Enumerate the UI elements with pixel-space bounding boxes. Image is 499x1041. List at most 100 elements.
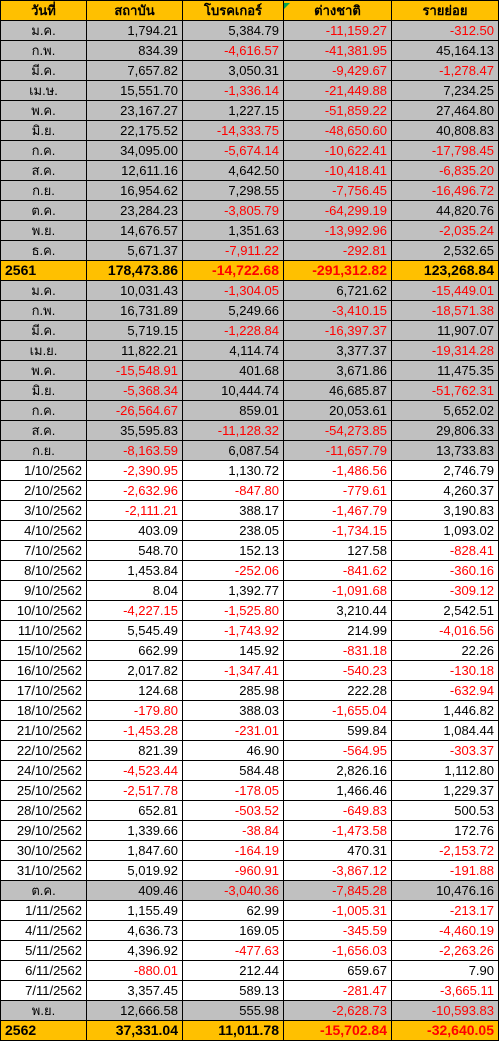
foreign-value-cell[interactable]: -54,273.85 — [283, 420, 392, 441]
date-cell[interactable]: 7/10/2562 — [0, 540, 87, 561]
institution-value-cell[interactable]: 23,167.27 — [86, 100, 183, 121]
month-label-cell[interactable]: พ.ค. — [0, 100, 87, 121]
foreign-value-cell[interactable]: -64,299.19 — [283, 200, 392, 221]
month-label-cell[interactable]: ก.ค. — [0, 140, 87, 161]
broker-value-cell[interactable]: -847.80 — [182, 480, 284, 501]
foreign-value-cell[interactable]: -1,467.79 — [283, 500, 392, 521]
institution-value-cell[interactable]: 403.09 — [86, 520, 183, 541]
foreign-value-cell[interactable]: -7,845.28 — [283, 880, 392, 901]
institution-value-cell[interactable]: 5,019.92 — [86, 860, 183, 881]
retail-value-cell[interactable]: 7,234.25 — [391, 80, 499, 101]
retail-value-cell[interactable]: -15,449.01 — [391, 280, 499, 301]
broker-value-cell[interactable]: 4,114.74 — [182, 340, 284, 361]
date-cell[interactable]: 1/10/2562 — [0, 460, 87, 481]
broker-value-cell[interactable]: -3,805.79 — [182, 200, 284, 221]
header-foreign[interactable]: ต่างชาติ — [283, 0, 392, 21]
foreign-value-cell[interactable]: -48,650.60 — [283, 120, 392, 141]
date-cell[interactable]: 4/10/2562 — [0, 520, 87, 541]
date-cell[interactable]: 18/10/2562 — [0, 700, 87, 721]
retail-value-cell[interactable]: -312.50 — [391, 20, 499, 41]
retail-value-cell[interactable]: -2,263.26 — [391, 940, 499, 961]
broker-value-cell[interactable]: -1,304.05 — [182, 280, 284, 301]
foreign-value-cell[interactable]: -15,702.84 — [283, 1020, 392, 1041]
foreign-value-cell[interactable]: -10,418.41 — [283, 160, 392, 181]
broker-value-cell[interactable]: -477.63 — [182, 940, 284, 961]
retail-value-cell[interactable]: 2,532.65 — [391, 240, 499, 261]
retail-value-cell[interactable]: -17,798.45 — [391, 140, 499, 161]
broker-value-cell[interactable]: 589.13 — [182, 980, 284, 1001]
month-label-cell[interactable]: ต.ค. — [0, 200, 87, 221]
foreign-value-cell[interactable]: -291,312.82 — [283, 260, 392, 281]
foreign-value-cell[interactable]: -1,734.15 — [283, 520, 392, 541]
institution-value-cell[interactable]: -2,111.21 — [86, 500, 183, 521]
month-label-cell[interactable]: ก.ย. — [0, 180, 87, 201]
month-label-cell[interactable]: พ.ค. — [0, 360, 87, 381]
institution-value-cell[interactable]: 34,095.00 — [86, 140, 183, 161]
month-label-cell[interactable]: ม.ค. — [0, 20, 87, 41]
retail-value-cell[interactable]: -51,762.31 — [391, 380, 499, 401]
foreign-value-cell[interactable]: -779.61 — [283, 480, 392, 501]
foreign-value-cell[interactable]: 20,053.61 — [283, 400, 392, 421]
foreign-value-cell[interactable]: 3,671.86 — [283, 360, 392, 381]
month-label-cell[interactable]: ต.ค. — [0, 880, 87, 901]
institution-value-cell[interactable]: 12,611.16 — [86, 160, 183, 181]
broker-value-cell[interactable]: 11,011.78 — [182, 1020, 284, 1041]
foreign-value-cell[interactable]: -1,655.04 — [283, 700, 392, 721]
foreign-value-cell[interactable]: -7,756.45 — [283, 180, 392, 201]
broker-value-cell[interactable]: -1,525.80 — [182, 600, 284, 621]
foreign-value-cell[interactable]: -1,486.56 — [283, 460, 392, 481]
retail-value-cell[interactable]: -1,278.47 — [391, 60, 499, 81]
date-cell[interactable]: 15/10/2562 — [0, 640, 87, 661]
institution-value-cell[interactable]: 5,545.49 — [86, 620, 183, 641]
foreign-value-cell[interactable]: -13,992.96 — [283, 220, 392, 241]
broker-value-cell[interactable]: 7,298.55 — [182, 180, 284, 201]
retail-value-cell[interactable]: -16,496.72 — [391, 180, 499, 201]
institution-value-cell[interactable]: 2,017.82 — [86, 660, 183, 681]
retail-value-cell[interactable]: 172.76 — [391, 820, 499, 841]
date-cell[interactable]: 29/10/2562 — [0, 820, 87, 841]
broker-value-cell[interactable]: -1,228.84 — [182, 320, 284, 341]
broker-value-cell[interactable]: -231.01 — [182, 720, 284, 741]
date-cell[interactable]: 8/10/2562 — [0, 560, 87, 581]
broker-value-cell[interactable]: -960.91 — [182, 860, 284, 881]
foreign-value-cell[interactable]: -292.81 — [283, 240, 392, 261]
month-label-cell[interactable]: พ.ย. — [0, 220, 87, 241]
month-label-cell[interactable]: เม.ย. — [0, 340, 87, 361]
retail-value-cell[interactable]: -632.94 — [391, 680, 499, 701]
institution-value-cell[interactable]: 16,954.62 — [86, 180, 183, 201]
foreign-value-cell[interactable]: 127.58 — [283, 540, 392, 561]
retail-value-cell[interactable]: 13,733.83 — [391, 440, 499, 461]
foreign-value-cell[interactable]: -41,381.95 — [283, 40, 392, 61]
retail-value-cell[interactable]: 11,907.07 — [391, 320, 499, 341]
month-label-cell[interactable]: มี.ค. — [0, 320, 87, 341]
institution-value-cell[interactable]: 4,396.92 — [86, 940, 183, 961]
foreign-value-cell[interactable]: -11,657.79 — [283, 440, 392, 461]
broker-value-cell[interactable]: 46.90 — [182, 740, 284, 761]
institution-value-cell[interactable]: -26,564.67 — [86, 400, 183, 421]
broker-value-cell[interactable]: -3,040.36 — [182, 880, 284, 901]
institution-value-cell[interactable]: 4,636.73 — [86, 920, 183, 941]
date-cell[interactable]: 6/11/2562 — [0, 960, 87, 981]
foreign-value-cell[interactable]: -281.47 — [283, 980, 392, 1001]
foreign-value-cell[interactable]: -1,473.58 — [283, 820, 392, 841]
retail-value-cell[interactable]: 40,808.83 — [391, 120, 499, 141]
institution-value-cell[interactable]: 10,031.43 — [86, 280, 183, 301]
date-cell[interactable]: 11/10/2562 — [0, 620, 87, 641]
foreign-value-cell[interactable]: -10,622.41 — [283, 140, 392, 161]
retail-value-cell[interactable]: -309.12 — [391, 580, 499, 601]
retail-value-cell[interactable]: 1,084.44 — [391, 720, 499, 741]
date-cell[interactable]: 28/10/2562 — [0, 800, 87, 821]
retail-value-cell[interactable]: -130.18 — [391, 660, 499, 681]
foreign-value-cell[interactable]: 222.28 — [283, 680, 392, 701]
retail-value-cell[interactable]: -3,665.11 — [391, 980, 499, 1001]
foreign-value-cell[interactable]: 46,685.87 — [283, 380, 392, 401]
foreign-value-cell[interactable]: -3,867.12 — [283, 860, 392, 881]
institution-value-cell[interactable]: 14,676.57 — [86, 220, 183, 241]
institution-value-cell[interactable]: 8.04 — [86, 580, 183, 601]
foreign-value-cell[interactable]: -3,410.15 — [283, 300, 392, 321]
foreign-value-cell[interactable]: -2,628.73 — [283, 1000, 392, 1021]
retail-value-cell[interactable]: 45,164.13 — [391, 40, 499, 61]
foreign-value-cell[interactable]: -649.83 — [283, 800, 392, 821]
broker-value-cell[interactable]: -38.84 — [182, 820, 284, 841]
date-cell[interactable]: 17/10/2562 — [0, 680, 87, 701]
